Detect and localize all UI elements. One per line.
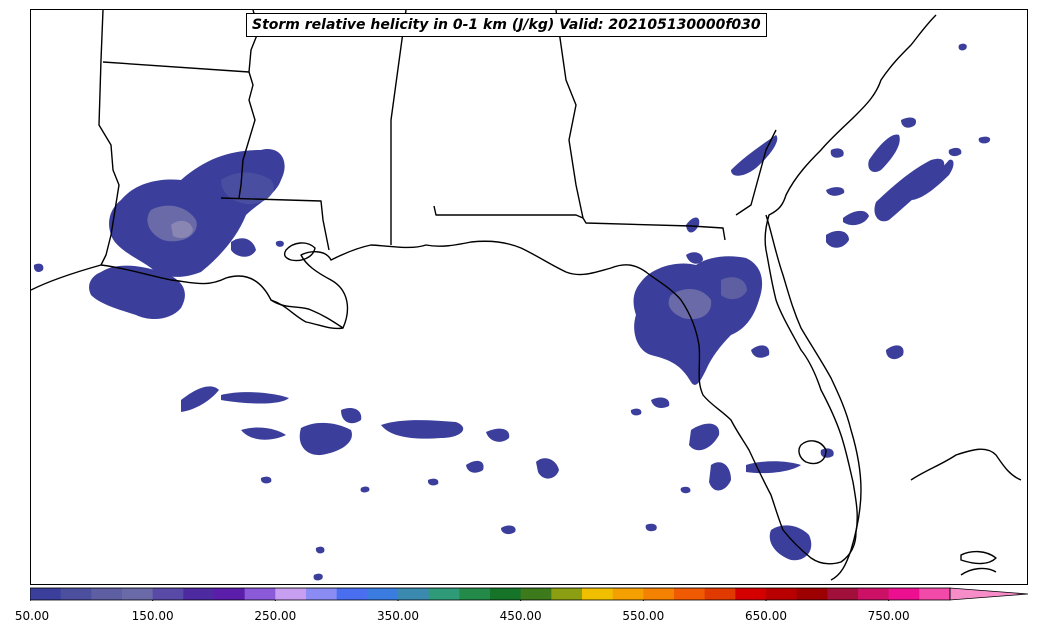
state-border-mississippi-alabama: [390, 10, 407, 245]
colorbar-segment: [888, 588, 920, 600]
colorbar-outline: [30, 587, 951, 601]
colorbar-segment: [459, 588, 491, 600]
colorbar-segment: [60, 588, 92, 600]
coastline-atlantic-lower: [910, 448, 1022, 481]
colorbar-segment: [520, 588, 552, 600]
colorbar-segment: [704, 588, 736, 600]
colorbar-segment: [490, 588, 522, 600]
helicity-area-louisiana: [109, 149, 285, 277]
map-canvas: [31, 10, 1022, 581]
colorbar-segment: [919, 588, 950, 600]
helicity-contours: [33, 43, 991, 581]
state-border-mississippi-louisiana: [220, 197, 330, 251]
map-boundaries: [31, 10, 1022, 581]
colorbar-segment: [735, 588, 767, 600]
coastline-mississippi-delta: [270, 299, 344, 330]
colorbar-segment: [183, 588, 215, 600]
colorbar-segment: [122, 588, 154, 600]
colorbar-tick-label: 550.00: [622, 609, 665, 623]
colorbar-tick-label: 750.00: [867, 609, 910, 623]
coastline-gulf: [31, 14, 937, 565]
colorbar-segment: [796, 588, 828, 600]
state-border-arkansas-louisiana: [102, 61, 250, 73]
state-border-alabama-georgia: [555, 10, 584, 219]
colorbar-segment: [858, 588, 890, 600]
colorbar-extend-arrow: [949, 587, 1029, 601]
lake-pontchartrain: [283, 242, 316, 262]
colorbar-segment: [674, 588, 706, 600]
colorbar-segment: [30, 588, 62, 600]
helicity-area-louisiana-south: [89, 265, 185, 320]
map-panel: [30, 9, 1028, 585]
colorbar: [30, 587, 1029, 601]
coastline-cuba: [960, 567, 997, 576]
lake-okeechobee: [798, 440, 827, 465]
colorbar-segment: [214, 588, 246, 600]
coastline-florida-east: [765, 214, 862, 581]
colorbar-segment: [336, 588, 368, 600]
helicity-area-florida: [633, 256, 763, 385]
colorbar-tick-label: 150.00: [131, 609, 174, 623]
colorbar-tick-label: 450.00: [499, 609, 542, 623]
state-border-mississippi-river: [238, 71, 256, 199]
state-border-alabama-florida: [433, 205, 726, 241]
colorbar-segment: [428, 588, 460, 600]
state-border-georgia-southcarolina: [735, 129, 777, 216]
colorbar-segment: [244, 588, 276, 600]
colorbar-segment: [91, 588, 123, 600]
map-title: Storm relative helicity in 0-1 km (J/kg)…: [246, 13, 767, 37]
colorbar-segment: [275, 588, 307, 600]
colorbar-segment: [398, 588, 430, 600]
colorbar-segment: [152, 588, 184, 600]
colorbar-segment: [643, 588, 675, 600]
colorbar-segment: [827, 588, 859, 600]
colorbar-tick-label: 250.00: [254, 609, 297, 623]
colorbar-segment: [551, 588, 583, 600]
coastline-bahamas: [960, 550, 997, 565]
colorbar-segment: [766, 588, 798, 600]
colorbar-segment: [367, 588, 399, 600]
colorbar-tick-label: 50.00: [14, 609, 50, 623]
state-border-texas-louisiana: [98, 10, 120, 266]
colorbar-tick-label: 350.00: [377, 609, 419, 623]
colorbar-segment: [306, 588, 338, 600]
colorbar-tick-label: 650.00: [745, 609, 787, 623]
colorbar-segment: [582, 588, 614, 600]
colorbar-segment: [612, 588, 644, 600]
